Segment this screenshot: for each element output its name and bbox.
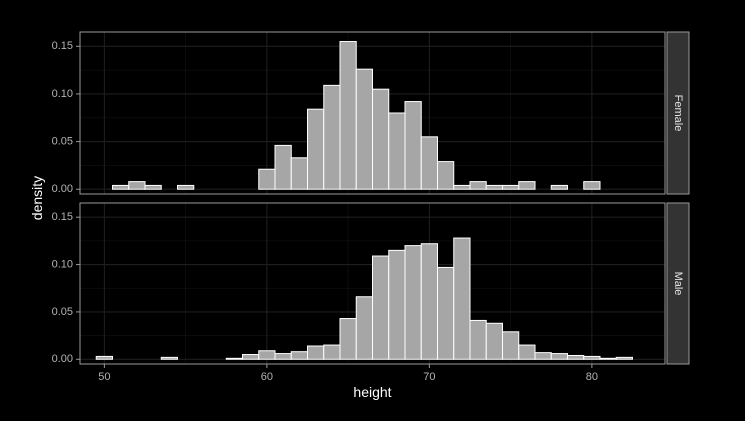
histogram-bar — [550, 353, 568, 360]
histogram-bar — [404, 101, 422, 190]
histogram-bar — [290, 351, 308, 360]
histogram-bar — [307, 345, 325, 360]
facet-strip — [666, 31, 690, 195]
histogram-bar — [518, 344, 536, 360]
histogram-bar — [518, 181, 536, 190]
panel-border — [79, 202, 666, 365]
y-tick-label: 0.00 — [52, 353, 73, 365]
histogram-bar — [323, 344, 341, 360]
histogram-bar — [225, 357, 243, 360]
facet-strip — [666, 202, 690, 365]
histogram-bar — [420, 243, 438, 360]
histogram-bar — [290, 157, 308, 190]
x-tick-label: 70 — [423, 371, 435, 383]
facet-panel-female: Female 0.00 0.05 0.10 0.15 — [52, 31, 690, 195]
histogram-bar — [388, 112, 406, 190]
histogram-bar — [355, 68, 373, 190]
histogram-bar — [177, 184, 195, 190]
y-axis-title: density — [29, 176, 45, 220]
histogram-bar — [339, 318, 357, 360]
y-tick-label: 0.15 — [52, 40, 73, 52]
histogram-bar — [485, 184, 503, 190]
histogram-bar — [437, 161, 455, 190]
x-tick-label: 80 — [586, 371, 598, 383]
histogram-bar — [258, 350, 276, 360]
x-tick-label: 50 — [98, 371, 110, 383]
histogram-bar — [128, 181, 146, 190]
y-tick-label: 0.05 — [52, 306, 73, 318]
histogram-bar — [339, 41, 357, 190]
facet-panel-male: Male 0.00 0.05 0.10 0.15 — [52, 202, 690, 365]
histogram-bar — [420, 136, 438, 190]
histogram-bar — [615, 356, 633, 360]
x-tick-label: 60 — [261, 371, 273, 383]
histogram-bar — [550, 184, 568, 190]
y-tick-label: 0.05 — [52, 135, 73, 147]
histogram-bar — [372, 88, 390, 190]
histogram-bar — [323, 84, 341, 190]
y-tick-label: 0.10 — [52, 258, 73, 270]
histogram-bar — [469, 319, 487, 360]
histogram-bar — [388, 249, 406, 360]
histogram-bar — [502, 184, 520, 190]
y-tick-label: 0.10 — [52, 88, 73, 100]
facet-strip-label: Female — [672, 95, 684, 132]
histogram-bar — [583, 355, 601, 360]
histogram-bar — [242, 354, 260, 360]
histogram-bar — [355, 296, 373, 360]
histogram-bar — [502, 331, 520, 360]
histogram-bar — [453, 184, 471, 190]
histogram-bar — [485, 322, 503, 360]
histogram-bar — [599, 357, 617, 360]
y-tick-label: 0.15 — [52, 211, 73, 223]
histogram-bar — [372, 255, 390, 360]
histogram-bar — [307, 108, 325, 190]
y-tick-label: 0.00 — [52, 183, 73, 195]
x-axis-title: height — [353, 384, 391, 400]
histogram-bar — [453, 237, 471, 360]
panel-border — [79, 31, 666, 195]
histogram-bar — [437, 266, 455, 360]
facet-strip-label: Male — [672, 272, 684, 296]
histogram-bar — [112, 184, 130, 190]
histogram-bar — [274, 353, 292, 360]
histogram-bar — [274, 144, 292, 190]
histogram-bar — [567, 354, 585, 360]
histogram-bar — [95, 355, 113, 360]
histogram-bar — [144, 184, 162, 190]
histogram-bar — [583, 181, 601, 190]
histogram-bar — [160, 356, 178, 360]
histogram-bar — [258, 168, 276, 190]
histogram-bar — [469, 181, 487, 190]
histogram-bar — [534, 352, 552, 360]
histogram-bar — [404, 245, 422, 360]
